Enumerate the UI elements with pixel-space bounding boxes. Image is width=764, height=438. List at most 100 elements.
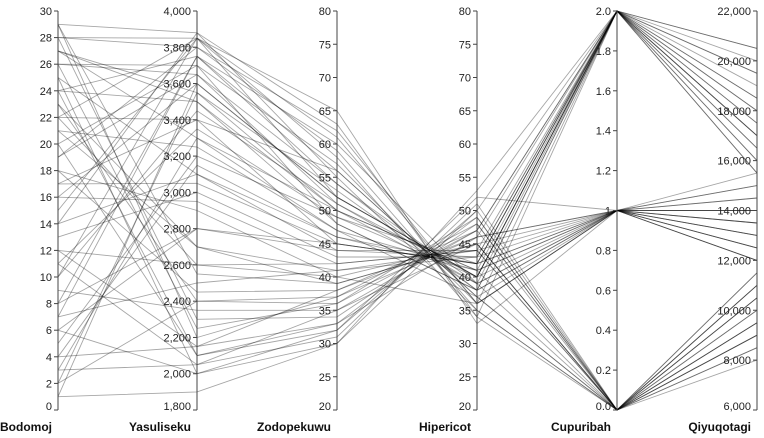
axis-hipericot: 20 25 30 35 40 45 50 55 60 65 70 75 80 Hipericot xyxy=(419,6,478,434)
record-line-18 xyxy=(57,173,758,411)
tick-label: 12 xyxy=(40,245,52,257)
record-line-11 xyxy=(57,143,758,357)
tick-label: 80 xyxy=(319,6,331,18)
axes-layer: 024681012141618202224262830Bodomoj1,8002… xyxy=(0,6,758,434)
tick-label: 0.4 xyxy=(596,325,611,337)
tick-label: 25 xyxy=(459,372,471,384)
tick-label: 2,800 xyxy=(163,224,191,236)
tick-label: 1,800 xyxy=(163,401,191,413)
tick-label: 6 xyxy=(46,325,52,337)
record-line-28 xyxy=(57,10,758,339)
record-line-25 xyxy=(57,10,758,278)
record-line-58 xyxy=(57,10,758,265)
tick-label: 4 xyxy=(46,352,52,364)
tick-label: 25 xyxy=(319,372,331,384)
record-line-13 xyxy=(57,10,758,331)
record-line-33 xyxy=(57,117,758,411)
tick-label: 8,000 xyxy=(723,355,751,367)
tick-label: 20 xyxy=(40,139,52,151)
tick-label: 16 xyxy=(40,192,52,204)
record-line-48 xyxy=(57,63,758,411)
record-line-31 xyxy=(57,10,758,311)
tick-label: 3,000 xyxy=(163,187,191,199)
tick-label: 2 xyxy=(46,378,52,390)
tick-label: 2,600 xyxy=(163,260,191,272)
tick-label: 45 xyxy=(459,239,471,251)
record-line-55 xyxy=(57,10,758,278)
record-line-9 xyxy=(57,249,758,411)
tick-label: 0.8 xyxy=(596,245,611,257)
record-line-5 xyxy=(57,170,757,305)
tick-label: 24 xyxy=(40,86,52,98)
axis-yasuliseku: 1,800 2,000 2,200 2,400 2,600 2,800 3,000 3,200… xyxy=(129,6,198,434)
tick-label: 8 xyxy=(46,299,52,311)
tick-label: 10 xyxy=(40,272,52,284)
tick-label: 3,400 xyxy=(163,115,191,127)
record-line-32 xyxy=(57,37,758,325)
record-line-56 xyxy=(57,37,758,305)
record-line-27 xyxy=(57,119,758,411)
tick-label: 26 xyxy=(40,59,52,71)
record-line-41 xyxy=(57,170,758,293)
tick-label: 1.8 xyxy=(596,46,611,58)
tick-label: 65 xyxy=(459,106,471,118)
tick-label: 65 xyxy=(319,106,331,118)
record-line-16 xyxy=(57,10,758,318)
tick-label: 40 xyxy=(319,272,331,284)
tick-label: 12,000 xyxy=(717,255,751,267)
tick-label: 18 xyxy=(40,166,52,178)
tick-label: 70 xyxy=(319,73,331,85)
record-line-7 xyxy=(57,10,758,358)
record-line-36 xyxy=(57,216,758,411)
tick-label: 14,000 xyxy=(717,206,751,218)
tick-label: 60 xyxy=(459,139,471,151)
record-line-52 xyxy=(57,10,758,265)
tick-label: 60 xyxy=(319,139,331,151)
record-line-30 xyxy=(57,55,758,411)
tick-label: 22 xyxy=(40,112,52,124)
record-line-38 xyxy=(57,210,758,304)
tick-label: 20 xyxy=(319,401,331,413)
tick-label: 2.0 xyxy=(596,6,611,18)
tick-label: 28 xyxy=(40,33,52,45)
record-line-34 xyxy=(57,10,758,371)
record-line-53 xyxy=(57,55,758,318)
tick-label: 0.6 xyxy=(596,285,611,297)
axis-cupuribah: 0.0 0.2 0.4 0.6 0.8 1 1.2 1.4 1.6 1.8 2.0 Cupuribah xyxy=(551,6,618,434)
tick-label: 35 xyxy=(459,305,471,317)
tick-label: 1.6 xyxy=(596,86,611,98)
tick-label: 75 xyxy=(319,39,331,51)
record-line-12 xyxy=(57,50,758,411)
record-line-20 xyxy=(57,130,758,285)
tick-label: 30 xyxy=(40,6,52,18)
record-line-50 xyxy=(57,73,758,291)
tick-label: 6,000 xyxy=(723,401,751,413)
tick-label: 75 xyxy=(459,39,471,51)
tick-label: 55 xyxy=(319,172,331,184)
tick-label: 80 xyxy=(459,6,471,18)
tick-label: 35 xyxy=(319,305,331,317)
tick-label: 20 xyxy=(459,401,471,413)
record-line-24 xyxy=(57,203,758,411)
record-line-8 xyxy=(57,90,758,271)
record-line-49 xyxy=(57,10,758,358)
record-line-15 xyxy=(57,103,758,411)
record-line-0 xyxy=(57,10,758,278)
tick-label: 30 xyxy=(459,339,471,351)
record-line-21 xyxy=(57,37,758,411)
record-line-23 xyxy=(57,46,758,305)
tick-label: 2,400 xyxy=(163,296,191,308)
record-line-46 xyxy=(57,10,758,271)
record-line-35 xyxy=(57,50,758,291)
tick-label: 4,000 xyxy=(163,6,191,18)
tick-label: 16,000 xyxy=(717,156,751,168)
tick-label: 40 xyxy=(459,272,471,284)
axis-name: Yasuliseku xyxy=(129,420,191,434)
tick-label: 30 xyxy=(319,339,331,351)
tick-label: 20,000 xyxy=(717,56,751,68)
axis-name: Qiyuqotagi xyxy=(688,420,751,434)
tick-label: 70 xyxy=(459,73,471,85)
record-line-59 xyxy=(57,50,758,285)
